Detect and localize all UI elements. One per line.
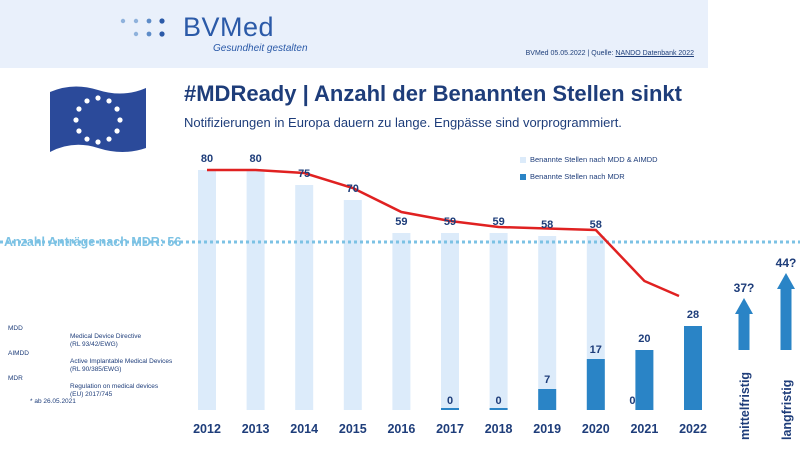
abbr-line1: Medical Device Directive bbox=[70, 333, 142, 340]
x-tick-label: 2012 bbox=[193, 422, 221, 436]
x-tick-label: 2015 bbox=[339, 422, 367, 436]
bar-mdd bbox=[198, 170, 216, 410]
logo-dots-icon bbox=[120, 18, 165, 37]
abbr-key: MDR bbox=[8, 375, 23, 382]
data-label: 59 bbox=[444, 216, 456, 228]
bar-mdr bbox=[586, 359, 605, 410]
bar-mdd bbox=[392, 233, 411, 410]
bar-mdd bbox=[538, 236, 557, 410]
bar-mdd bbox=[295, 185, 314, 410]
data-label: 59 bbox=[492, 216, 504, 228]
source-note: BVMed 05.05.2022 | Quelle: NANDO Datenba… bbox=[526, 50, 694, 57]
x-tick-label: 2022 bbox=[679, 422, 707, 436]
legend-label-mdd: Benannte Stellen nach MDD & AIMDD bbox=[530, 155, 658, 164]
eu-flag-icon bbox=[50, 86, 146, 152]
flag-star bbox=[84, 136, 90, 142]
data-label: 58 bbox=[541, 219, 553, 231]
data-label: 75 bbox=[298, 168, 310, 180]
bar-mdd bbox=[489, 233, 508, 410]
bar-mdr bbox=[684, 326, 702, 410]
flag-star bbox=[114, 106, 120, 112]
abbr-line2: (EU) 2017/745 bbox=[70, 391, 113, 398]
source-prefix: BVMed 05.05.2022 | Quelle: bbox=[525, 50, 616, 57]
flag-star bbox=[114, 128, 120, 134]
data-label: 80 bbox=[201, 153, 213, 165]
flag-star bbox=[73, 117, 79, 123]
abbr-mdr: MDR Regulation on medical devices (EU) 2… bbox=[8, 375, 158, 399]
reference-label: Anzahl Anträge nach MDR: 56 bbox=[4, 235, 182, 249]
data-label: 28 bbox=[687, 309, 699, 321]
x-tick-label: 2018 bbox=[485, 422, 513, 436]
bar-mdr bbox=[489, 408, 508, 410]
header-banner: BVMed Gesundheit gestalten BVMed 05.05.2… bbox=[0, 0, 708, 68]
forecast-arrow bbox=[777, 273, 795, 350]
bar-mdr bbox=[538, 389, 557, 410]
footnote: * ab 26.05.2021 bbox=[30, 398, 76, 405]
abbr-line2: (RL 90/385/EWG) bbox=[70, 366, 122, 373]
data-label: 58 bbox=[590, 219, 602, 231]
forecast-label: langfristig bbox=[780, 380, 794, 440]
legend-swatch-light bbox=[520, 157, 526, 164]
data-label: 20 bbox=[638, 333, 650, 345]
flag-star bbox=[76, 128, 82, 134]
legend-item-mdr: Benannte Stellen nach MDR bbox=[520, 172, 625, 181]
x-tick-label: 2014 bbox=[290, 422, 318, 436]
chart-subtitle: Notifizierungen in Europa dauern zu lang… bbox=[184, 115, 622, 130]
x-tick-label: 2016 bbox=[387, 422, 415, 436]
abbr-aimdd: AIMDD Active Implantable Medical Devices… bbox=[8, 350, 172, 374]
legend-item-mdd: Benannte Stellen nach MDD & AIMDD bbox=[520, 155, 658, 164]
x-tick-label: 2019 bbox=[533, 422, 561, 436]
abbr-mdd: MDD Medical Device Directive (RL 93/42/E… bbox=[8, 325, 141, 349]
chart-title: #MDReady | Anzahl der Benannten Stellen … bbox=[184, 81, 682, 106]
data-label-mdr: 17 bbox=[590, 344, 602, 356]
data-label: 59 bbox=[395, 216, 407, 228]
abbr-key: AIMDD bbox=[8, 350, 29, 357]
bar-mdr bbox=[635, 350, 654, 410]
x-tick-label: 2020 bbox=[582, 422, 610, 436]
x-tick-label: 2021 bbox=[630, 422, 658, 436]
flag-star bbox=[84, 98, 90, 104]
legend-swatch-dark bbox=[520, 174, 526, 181]
bar-mdd bbox=[343, 200, 362, 410]
x-tick-label: 2013 bbox=[242, 422, 270, 436]
flag-star bbox=[117, 117, 123, 123]
forecast-value-label: 37? bbox=[734, 281, 755, 295]
forecast-label: mittelfristig bbox=[738, 372, 752, 440]
flag-star bbox=[106, 98, 112, 104]
data-label-mdr: 0 bbox=[447, 395, 453, 407]
brand-logo: BVMed bbox=[183, 12, 275, 42]
abbr-line1: Regulation on medical devices bbox=[70, 383, 159, 390]
source-link[interactable]: NANDO Datenbank 2022 bbox=[615, 50, 694, 57]
brand-tagline: Gesundheit gestalten bbox=[213, 43, 308, 54]
x-tick-label: 2017 bbox=[436, 422, 464, 436]
abbr-line2: (RL 93/42/EWG) bbox=[70, 341, 118, 348]
data-label-mdr: 0 bbox=[496, 395, 502, 407]
flag-star bbox=[106, 136, 112, 142]
flag-star bbox=[95, 95, 101, 101]
trend-line bbox=[207, 168, 680, 298]
forecast-arrow bbox=[735, 298, 753, 350]
forecast-value-label: 44? bbox=[776, 256, 797, 270]
abbr-line1: Active Implantable Medical Devices bbox=[70, 358, 173, 365]
abbr-key: MDD bbox=[8, 325, 23, 332]
data-label-mdd-zero: 0 bbox=[629, 395, 635, 407]
bar-mdd bbox=[441, 233, 459, 410]
flag-star bbox=[76, 106, 82, 112]
data-label-mdr: 7 bbox=[544, 374, 550, 386]
bar-mdd bbox=[246, 170, 265, 410]
data-label: 80 bbox=[249, 153, 261, 165]
data-label: 70 bbox=[347, 183, 359, 195]
flag-star bbox=[95, 139, 101, 145]
bar-mdr bbox=[441, 408, 459, 410]
legend-label-mdr: Benannte Stellen nach MDR bbox=[530, 172, 625, 181]
